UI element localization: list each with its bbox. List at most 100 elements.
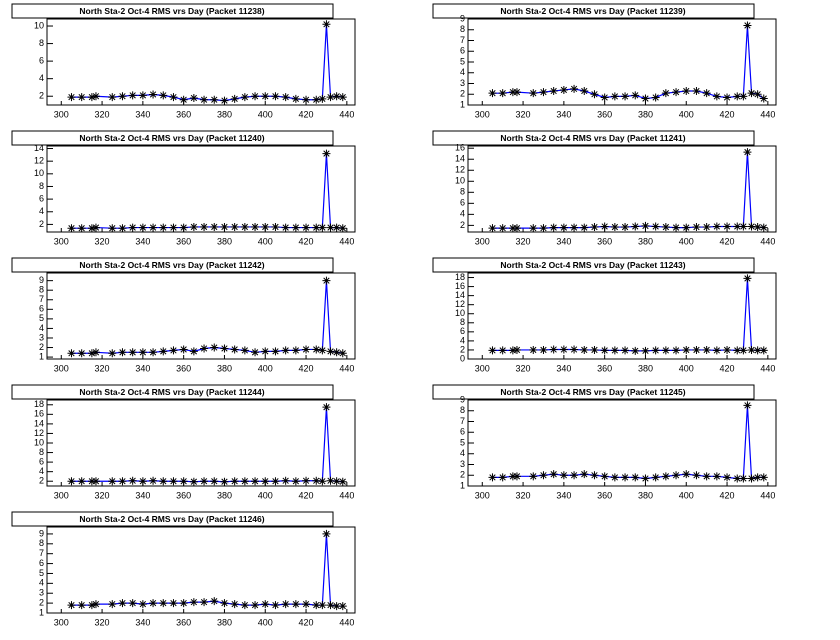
- data-point: [149, 348, 158, 357]
- x-tick-label: 300: [475, 236, 490, 246]
- data-point: [230, 345, 239, 354]
- data-point: [91, 477, 100, 486]
- data-point: [302, 600, 311, 609]
- data-point: [261, 222, 270, 231]
- y-tick-label: 7: [460, 35, 465, 45]
- chart-panel: North Sta-2 Oct-4 RMS vrs Day (Packet 11…: [11, 257, 356, 373]
- data-point: [488, 224, 497, 233]
- data-point: [118, 224, 127, 233]
- x-tick-label: 440: [760, 109, 775, 119]
- y-tick-label: 9: [460, 394, 465, 404]
- y-tick-label: 14: [34, 418, 44, 428]
- data-point: [240, 477, 249, 486]
- data-point: [332, 477, 341, 486]
- data-point: [91, 600, 100, 609]
- data-point: [220, 344, 229, 353]
- x-tick-label: 380: [638, 109, 653, 119]
- x-tick-label: 340: [556, 363, 571, 373]
- title-box: [11, 384, 334, 400]
- y-tick-label: 4: [460, 67, 465, 77]
- data-point: [220, 477, 229, 486]
- data-point: [631, 346, 640, 355]
- data-point: [631, 91, 640, 100]
- data-point: [291, 223, 300, 232]
- x-tick-label: 400: [679, 363, 694, 373]
- y-tick-label: 5: [460, 437, 465, 447]
- x-tick-label: 400: [679, 490, 694, 500]
- y-tick-label: 6: [39, 193, 44, 203]
- data-point: [641, 346, 650, 355]
- chart-panel: North Sta-2 Oct-4 RMS vrs Day (Packet 11…: [11, 384, 356, 500]
- data-point: [271, 477, 280, 486]
- data-point: [621, 92, 630, 101]
- chart-panel: North Sta-2 Oct-4 RMS vrs Day (Packet 11…: [432, 130, 777, 246]
- data-point: [733, 222, 742, 231]
- data-point: [169, 223, 178, 232]
- data-point: [87, 477, 96, 486]
- data-point: [580, 223, 589, 232]
- x-tick-label: 340: [135, 236, 150, 246]
- data-point: [610, 473, 619, 482]
- data-point: [149, 90, 158, 99]
- data-point: [610, 346, 619, 355]
- data-point: [302, 476, 311, 485]
- data-point: [753, 90, 762, 99]
- data-point: [672, 471, 681, 480]
- data-point: [651, 473, 660, 482]
- plot-frame: [46, 272, 356, 360]
- data-point: [240, 601, 249, 610]
- data-point: [118, 92, 127, 101]
- x-tick-label: 440: [760, 490, 775, 500]
- data-point: [723, 93, 732, 102]
- data-point: [220, 222, 229, 231]
- data-point: [621, 223, 630, 232]
- chart-panel: North Sta-2 Oct-4 RMS vrs Day (Packet 11…: [11, 130, 356, 246]
- data-point: [318, 477, 327, 486]
- x-tick-label: 320: [516, 236, 531, 246]
- data-point: [712, 92, 721, 101]
- y-tick-label: 8: [39, 38, 44, 48]
- data-point: [332, 348, 341, 357]
- plot-frame: [46, 399, 356, 487]
- data-point: [179, 223, 188, 232]
- plot-frame: [46, 526, 356, 614]
- data-point: [570, 345, 579, 354]
- y-tick-label: 8: [39, 285, 44, 295]
- data-point: [200, 344, 209, 353]
- data-point: [759, 94, 768, 103]
- plot-frame: [467, 399, 777, 487]
- data-point: [291, 477, 300, 486]
- y-tick-label: 6: [460, 198, 465, 208]
- y-tick-label: 12: [455, 299, 465, 309]
- data-point: [712, 346, 721, 355]
- y-tick-label: 3: [39, 588, 44, 598]
- data-point: [580, 470, 589, 479]
- y-tick-label: 10: [34, 20, 44, 30]
- data-point: [326, 93, 335, 102]
- chart-title: North Sta-2 Oct-4 RMS vrs Day (Packet 11…: [79, 260, 264, 270]
- data-point: [747, 474, 756, 483]
- data-point: [498, 224, 507, 233]
- y-tick-label: 4: [39, 578, 44, 588]
- data-point: [759, 473, 768, 482]
- x-tick-label: 420: [720, 236, 735, 246]
- data-point: [723, 222, 732, 231]
- x-tick-label: 380: [638, 490, 653, 500]
- data-point: [641, 474, 650, 483]
- data-point: [508, 88, 517, 97]
- data-point: [251, 348, 260, 357]
- data-point: [326, 601, 335, 610]
- y-tick-label: 3: [39, 332, 44, 342]
- data-point: [739, 222, 748, 231]
- y-tick-label: 2: [39, 91, 44, 101]
- data-point: [549, 470, 558, 479]
- chart-title: North Sta-2 Oct-4 RMS vrs Day (Packet 11…: [79, 514, 264, 524]
- title-box: [11, 130, 334, 146]
- x-tick-label: 320: [95, 490, 110, 500]
- x-tick-label: 380: [638, 236, 653, 246]
- data-point: [739, 474, 748, 483]
- data-point: [651, 93, 660, 102]
- data-point: [682, 87, 691, 96]
- data-point: [488, 346, 497, 355]
- y-tick-label: 4: [39, 466, 44, 476]
